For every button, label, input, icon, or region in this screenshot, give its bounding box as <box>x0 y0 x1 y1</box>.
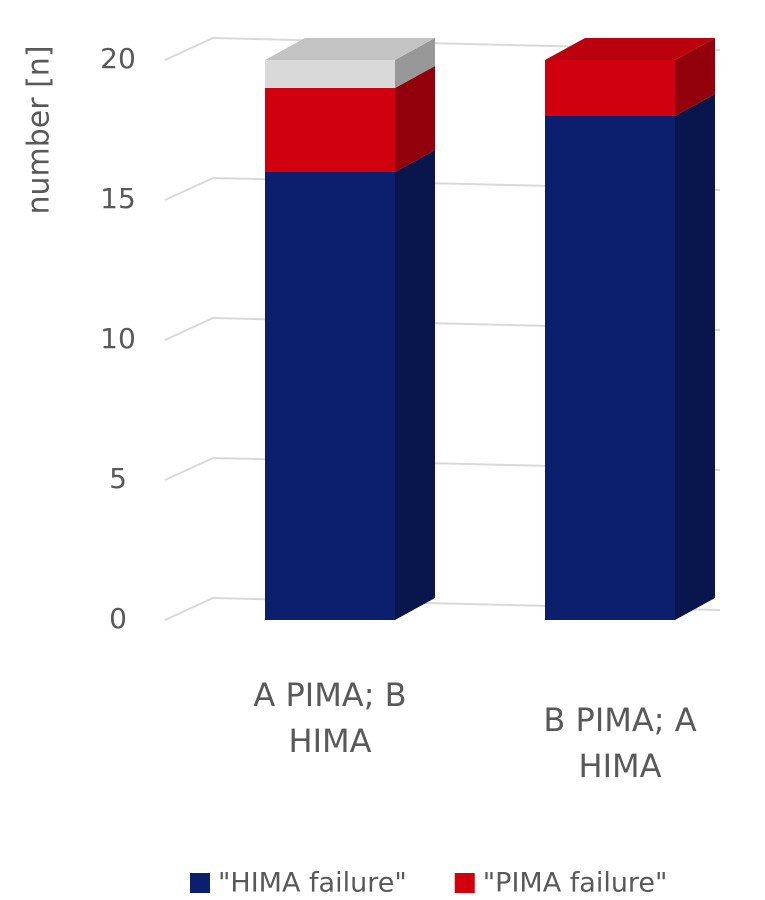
bar-segment <box>545 60 675 116</box>
y-tick-label: 0 <box>109 602 127 635</box>
bar-side <box>395 150 435 620</box>
legend-swatch <box>190 873 210 893</box>
x-tick-label: B PIMA; A HIMA <box>543 701 697 785</box>
bar-top <box>545 38 715 60</box>
bar-top <box>265 38 435 60</box>
bar-side <box>395 38 435 88</box>
y-tick-label: 15 <box>100 182 136 215</box>
y-tick-label: 10 <box>100 322 136 355</box>
legend-label: "HIMA failure" <box>218 868 407 899</box>
grid-line <box>164 317 214 341</box>
y-tick-label: 20 <box>100 42 136 75</box>
legend-swatch <box>454 873 475 893</box>
y-axis-label: number [n] <box>22 45 57 214</box>
bar-side <box>675 94 715 620</box>
grid-line <box>164 177 214 201</box>
y-tick-label: 5 <box>109 462 127 495</box>
bar-segment <box>545 116 675 620</box>
grid-line <box>164 37 214 61</box>
legend-label: "PIMA failure" <box>483 868 668 899</box>
bar-side <box>395 66 435 172</box>
x-tick-label: A PIMA; B HIMA <box>253 676 407 760</box>
grid-line <box>164 597 214 621</box>
bar-segment <box>265 172 395 620</box>
bar-side <box>675 38 715 116</box>
bar-segment <box>265 88 395 172</box>
bar-segment <box>265 60 395 88</box>
grid-line <box>164 457 214 481</box>
